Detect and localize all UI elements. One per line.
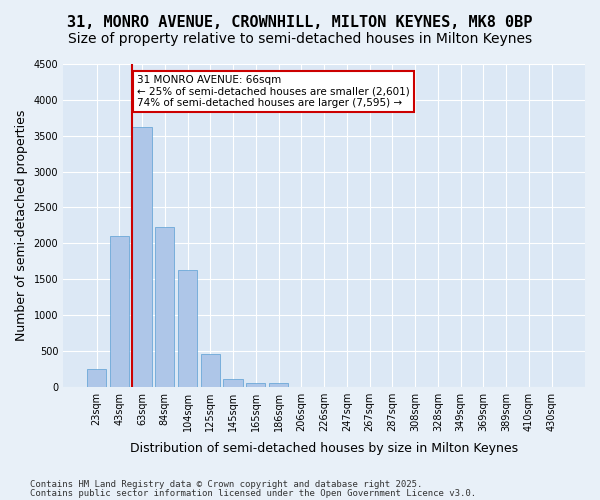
Bar: [200, 354, 220, 386]
Bar: [110, 236, 129, 386]
Text: Size of property relative to semi-detached houses in Milton Keynes: Size of property relative to semi-detach…: [68, 32, 532, 46]
Bar: [87, 368, 106, 386]
Text: Contains public sector information licensed under the Open Government Licence v3: Contains public sector information licen…: [30, 488, 476, 498]
Bar: [269, 383, 288, 386]
Text: 31, MONRO AVENUE, CROWNHILL, MILTON KEYNES, MK8 0BP: 31, MONRO AVENUE, CROWNHILL, MILTON KEYN…: [67, 15, 533, 30]
Bar: [133, 127, 152, 386]
Y-axis label: Number of semi-detached properties: Number of semi-detached properties: [15, 110, 28, 341]
Bar: [246, 383, 265, 386]
Bar: [223, 380, 243, 386]
Bar: [178, 270, 197, 386]
Text: 31 MONRO AVENUE: 66sqm
← 25% of semi-detached houses are smaller (2,601)
74% of : 31 MONRO AVENUE: 66sqm ← 25% of semi-det…: [137, 75, 410, 108]
X-axis label: Distribution of semi-detached houses by size in Milton Keynes: Distribution of semi-detached houses by …: [130, 442, 518, 455]
Bar: [155, 228, 175, 386]
Text: Contains HM Land Registry data © Crown copyright and database right 2025.: Contains HM Land Registry data © Crown c…: [30, 480, 422, 489]
